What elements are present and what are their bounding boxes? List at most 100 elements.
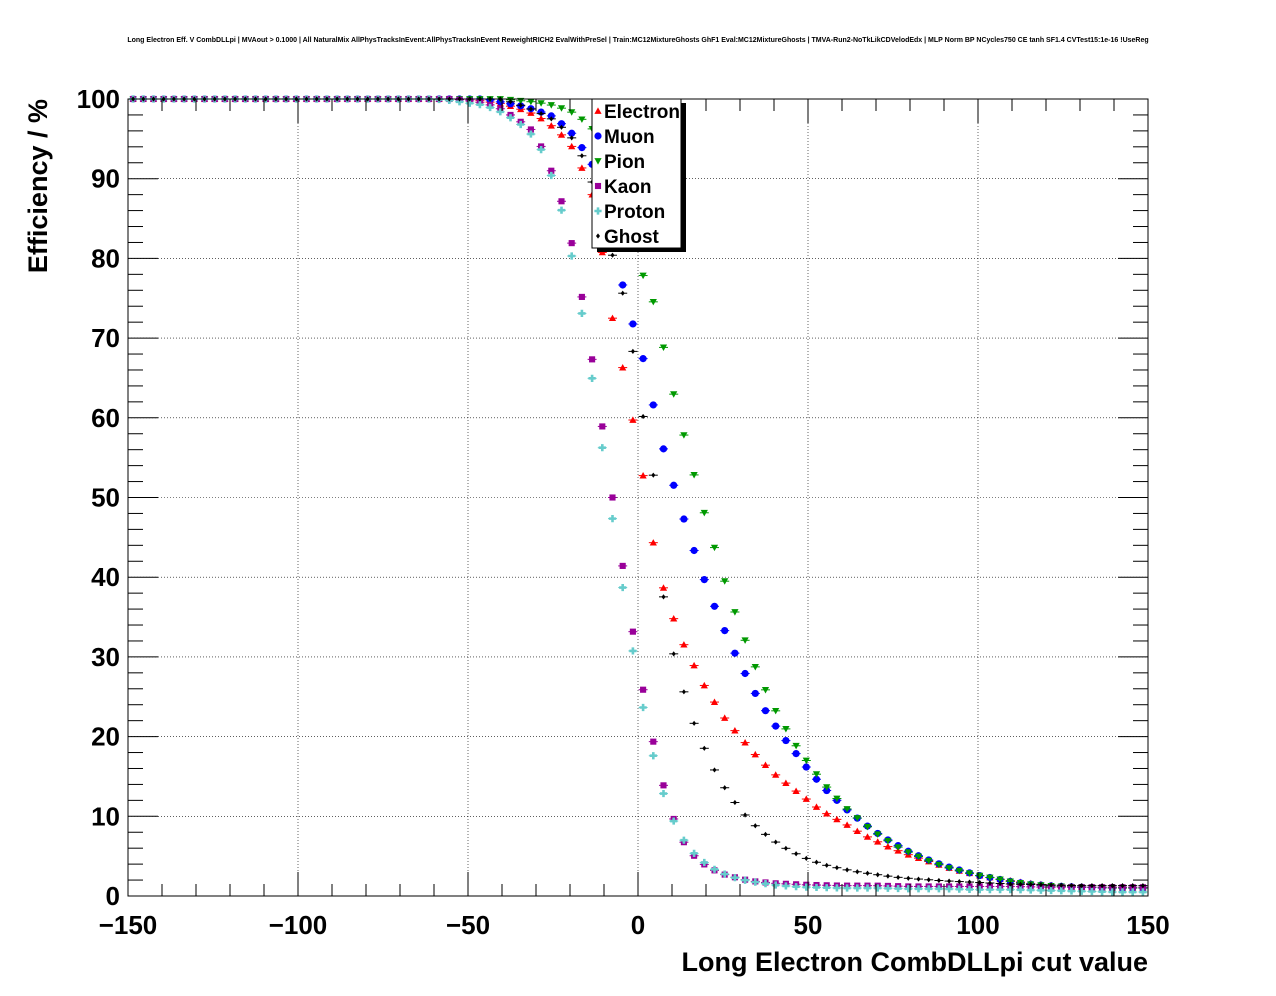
data-point — [609, 494, 616, 501]
data-point — [874, 831, 882, 838]
data-point — [772, 722, 780, 730]
data-point — [986, 886, 994, 894]
data-point — [721, 714, 729, 721]
data-point — [823, 784, 831, 791]
y-tick-label: 10 — [91, 801, 120, 831]
data-point — [660, 782, 667, 789]
data-point — [751, 750, 759, 758]
data-point — [1108, 888, 1116, 896]
data-point — [833, 815, 841, 823]
data-point — [598, 248, 606, 256]
data-point — [527, 98, 535, 106]
data-point — [690, 849, 698, 857]
data-point — [539, 110, 544, 117]
data-point — [721, 870, 729, 878]
data-point — [863, 833, 872, 840]
data-point — [761, 686, 770, 694]
data-point — [659, 445, 668, 453]
data-point — [599, 423, 606, 430]
data-point — [722, 785, 727, 791]
data-point — [802, 763, 810, 771]
data-point — [690, 472, 698, 479]
y-tick-label: 30 — [91, 642, 120, 672]
data-point — [680, 432, 688, 439]
data-point — [935, 885, 943, 893]
data-point — [823, 884, 831, 892]
data-point — [639, 355, 647, 363]
data-point — [527, 109, 535, 116]
data-point — [751, 878, 759, 886]
data-point — [569, 135, 574, 141]
data-point — [588, 374, 596, 382]
x-tick-label: −50 — [446, 910, 490, 940]
data-point — [476, 101, 484, 109]
data-point — [761, 761, 770, 769]
data-point — [751, 689, 759, 698]
data-point — [619, 281, 627, 289]
data-point — [721, 578, 729, 585]
data-point — [863, 823, 872, 831]
data-point — [1008, 881, 1013, 887]
data-point — [845, 867, 850, 873]
data-point — [925, 857, 933, 865]
data-point — [568, 240, 575, 247]
data-point — [916, 876, 921, 882]
y-tick-label: 20 — [91, 722, 120, 752]
data-point — [629, 416, 637, 423]
data-point — [700, 858, 708, 867]
data-point — [1139, 888, 1147, 896]
data-point — [996, 876, 1004, 884]
data-point — [885, 873, 890, 879]
data-point — [1129, 888, 1137, 896]
data-point — [741, 669, 749, 678]
data-point — [1057, 887, 1065, 895]
data-point — [1120, 883, 1125, 889]
data-point — [925, 885, 933, 893]
x-tick-label: 0 — [631, 910, 645, 940]
data-point — [1067, 887, 1076, 895]
data-point — [812, 883, 821, 892]
data-point — [649, 401, 657, 409]
data-point — [843, 806, 851, 813]
legend-marker-proton — [594, 207, 602, 215]
data-point — [608, 314, 617, 322]
data-point — [557, 105, 566, 112]
data-point — [598, 444, 606, 452]
data-point — [639, 471, 647, 479]
data-point — [629, 628, 636, 635]
data-point — [761, 880, 770, 888]
data-point — [518, 102, 523, 108]
legend-label-kaon: Kaon — [604, 177, 652, 198]
data-point — [710, 698, 719, 705]
data-point — [659, 584, 668, 591]
data-point — [639, 272, 647, 280]
data-point — [741, 738, 749, 746]
data-point — [1078, 887, 1086, 895]
y-tick-label: 50 — [91, 483, 120, 513]
data-point — [721, 626, 729, 635]
data-point — [782, 779, 790, 786]
data-point — [589, 356, 596, 363]
legend-label-proton: Proton — [604, 202, 665, 223]
data-point — [884, 842, 892, 850]
data-point — [537, 100, 545, 107]
data-point — [670, 817, 678, 825]
data-point — [528, 106, 533, 112]
data-point — [1089, 883, 1094, 889]
data-point — [549, 116, 554, 122]
data-point — [629, 647, 637, 655]
data-point — [670, 391, 678, 398]
data-point — [812, 775, 821, 783]
data-point — [812, 771, 821, 778]
data-point — [559, 124, 564, 130]
data-point — [853, 815, 861, 822]
data-point — [670, 615, 678, 622]
data-point — [557, 206, 566, 214]
data-point — [700, 575, 708, 584]
data-point — [578, 164, 586, 171]
data-point — [1038, 882, 1043, 888]
data-point — [753, 823, 758, 829]
y-tick-label: 40 — [91, 562, 120, 592]
